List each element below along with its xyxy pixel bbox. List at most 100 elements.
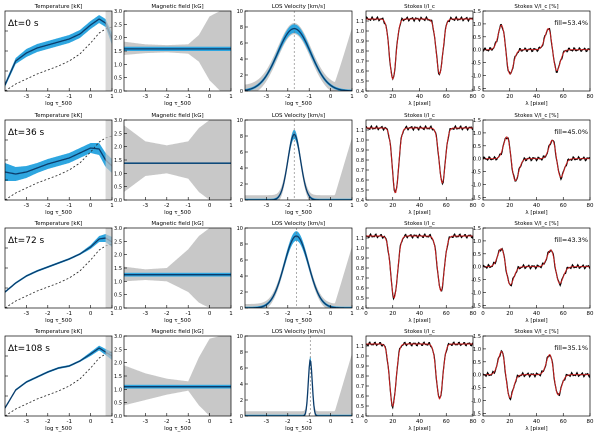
y-tick-label: 6 <box>240 41 243 47</box>
x-tick-label: 0 <box>329 94 333 100</box>
plot-area <box>124 120 231 200</box>
y-tick-label: 0.9 <box>356 148 364 154</box>
x-axis-label: log τ_500 <box>164 210 191 216</box>
plot-area <box>483 349 590 401</box>
stokes-v-fit-line <box>483 24 590 75</box>
y-tick-label: 0 <box>240 306 243 312</box>
x-tick-label: 60 <box>443 419 450 425</box>
y-tick-label: 1.1 <box>356 344 364 350</box>
temperature-reference-line <box>5 243 112 308</box>
x-tick-label: -2 <box>164 419 169 425</box>
x-tick-label: -3 <box>143 311 149 317</box>
x-axis-label: λ [pixel] <box>408 210 430 216</box>
x-tick-label: -3 <box>264 203 270 209</box>
x-tick-label: 40 <box>533 203 540 209</box>
x-tick-label: 0 <box>329 203 333 209</box>
panel-title: Temperature [kK] <box>34 221 83 227</box>
x-axis-label: λ [pixel] <box>525 101 547 107</box>
x-tick-label: 0 <box>89 203 93 209</box>
panel-r4-c2: -3 -2 -1 0 1 0.0 0.5 1.0 1.5 2.0 2.5 3.0 Magnetic fi… <box>114 329 233 432</box>
y-tick-label: 0.4 <box>356 414 364 420</box>
x-tick-label: -3 <box>143 419 149 425</box>
y-tick-label: 1.5 <box>473 334 481 340</box>
y-tick-label: 0.8 <box>356 266 364 272</box>
panel-title: Magnetic field [kG] <box>151 329 203 335</box>
y-tick-label: -0.5 <box>471 61 481 67</box>
y-tick-label: 0.9 <box>356 256 364 262</box>
x-tick-label: 80 <box>587 94 594 100</box>
plot-area <box>366 341 473 410</box>
x-tick-label: -2 <box>285 94 290 100</box>
panel-r4-c4: 0 20 40 60 80 0.4 0.5 0.6 0.7 0.8 0.9 1.0 1.1 Stokes … <box>356 329 477 432</box>
panel-title: Stokes I/I_c <box>404 113 435 119</box>
y-tick-label: 2.5 <box>114 347 122 353</box>
plot-area <box>483 136 590 182</box>
panel-r4-c1: -3 -2 -1 0 1 Temperature [kK] log τ_500 Δt=108 … <box>4 329 114 432</box>
y-tick-label: 0.8 <box>356 49 364 55</box>
x-tick-label: 80 <box>470 419 477 425</box>
x-tick-label: 1 <box>110 203 114 209</box>
stokes-i-observed-line <box>366 15 473 81</box>
stokes-v-observed-line <box>483 247 590 287</box>
x-tick-label: -2 <box>285 419 290 425</box>
y-tick-label: 6 <box>240 258 243 264</box>
x-tick-label: 20 <box>389 203 396 209</box>
x-tick-label: 60 <box>443 94 450 100</box>
y-tick-label: 0.9 <box>356 364 364 370</box>
panel-frame <box>244 119 353 201</box>
panel-frame <box>365 335 474 417</box>
y-tick-label: 1.0 <box>473 22 481 28</box>
y-tick-label: 0.4 <box>356 198 364 204</box>
time-label: Δt=108 s <box>8 344 50 354</box>
y-tick-label: 0.0 <box>473 265 481 271</box>
panel-r4-c5: 0 20 40 60 80 -1.5 -1.0 -0.5 0.0 0.5 1.0 1.5 Stokes … <box>471 329 594 432</box>
x-tick-label: 0 <box>364 311 368 317</box>
panel-r1-c4: 0 20 40 60 80 0.4 0.5 0.6 0.7 0.8 0.9 1.0 1.1 Stokes … <box>356 4 477 107</box>
x-tick-label: 0 <box>89 311 93 317</box>
temperature-mean-line <box>5 18 112 86</box>
y-tick-label: 0.7 <box>356 384 364 390</box>
x-tick-label: -1 <box>306 94 311 100</box>
y-tick-label: 0.5 <box>114 401 122 407</box>
y-tick-label: -0.5 <box>471 386 481 392</box>
x-tick-label: 1 <box>229 311 233 317</box>
panel-title: Stokes I/I_c <box>404 329 435 335</box>
temperature-mean-line <box>5 237 112 293</box>
velocity-band <box>245 356 352 416</box>
panel-frame <box>365 10 474 92</box>
plot-area <box>483 247 590 287</box>
panel-r2-c4: 0 20 40 60 80 0.4 0.5 0.6 0.7 0.8 0.9 1.0 1.1 Stokes … <box>356 113 477 216</box>
x-tick-label: 40 <box>416 203 423 209</box>
x-tick-label: -2 <box>285 311 290 317</box>
velocity-envelope <box>245 23 352 91</box>
x-tick-label: 0 <box>89 419 93 425</box>
x-tick-label: -3 <box>24 311 30 317</box>
x-tick-label: -3 <box>264 94 270 100</box>
y-tick-label: -1.0 <box>471 74 481 80</box>
x-tick-label: 0 <box>208 311 212 317</box>
panel-r3-c2: -3 -2 -1 0 1 0.0 0.5 1.0 1.5 2.0 2.5 3.0 Magnetic fi… <box>114 221 233 324</box>
temperature-reference-line <box>5 351 112 416</box>
velocity-mean-line <box>245 27 352 91</box>
panel-r3-c5: 0 20 40 60 80 -1.5 -1.0 -0.5 0.0 0.5 1.0 1.5 Stokes … <box>471 221 594 324</box>
x-tick-label: 60 <box>443 311 450 317</box>
x-axis-label: log τ_500 <box>285 101 312 107</box>
y-tick-label: 10 <box>237 334 243 340</box>
y-tick-label: 1.5 <box>473 226 481 232</box>
x-axis-label: λ [pixel] <box>408 318 430 324</box>
time-label: Δt=72 s <box>8 236 45 246</box>
panel-title: Stokes V/I_c [%] <box>514 4 558 10</box>
panel-frame <box>244 227 353 309</box>
panel-r1-c1: -3 -2 -1 0 1 Temperature [kK] log τ_500 Δt=0 s <box>4 4 114 107</box>
panel-frame <box>244 10 353 92</box>
x-tick-label: -2 <box>285 203 290 209</box>
plot-area <box>5 120 112 200</box>
y-tick-label: 1.0 <box>473 347 481 353</box>
panel-title: Temperature [kK] <box>34 4 83 10</box>
x-axis-label: log τ_500 <box>285 318 312 324</box>
y-tick-label: 2 <box>240 398 243 404</box>
y-tick-label: 0.5 <box>473 35 481 41</box>
panel-r2-c2: -3 -2 -1 0 1 0.0 0.5 1.0 1.5 2.0 2.5 3.0 Magnetic fi… <box>114 113 233 216</box>
